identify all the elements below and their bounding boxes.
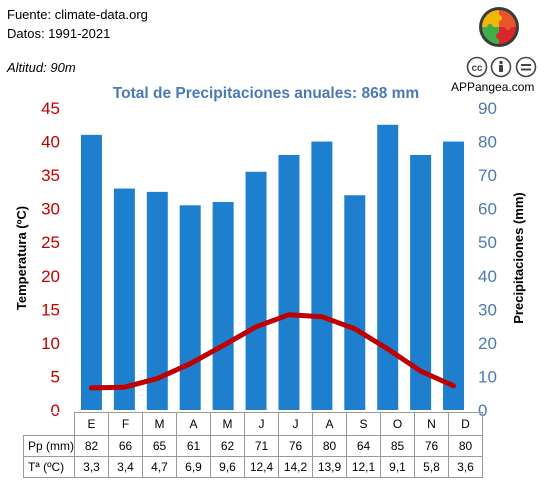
month-label: D (448, 412, 483, 436)
left-tick-label: 0 (51, 401, 60, 420)
right-tick-label: 10 (478, 367, 497, 386)
equals-icon (515, 56, 537, 78)
precipitation-bar-7 (278, 154, 300, 410)
month-label: J (244, 412, 279, 436)
left-axis-label: Temperatura (ºC) (14, 206, 29, 310)
month-label: M (142, 412, 177, 436)
precipitation-value: 71 (244, 435, 279, 457)
precipitation-bars (80, 124, 465, 411)
month-label: N (414, 412, 449, 436)
month-label: A (176, 412, 211, 436)
brand-text: APPangea.com (451, 80, 535, 94)
table-corner (23, 412, 75, 436)
precipitation-value: 66 (108, 435, 143, 457)
temperature-value: 3,3 (74, 456, 109, 478)
temperature-row: Tª (ºC) 3,3 3,4 4,7 6,9 9,6 12,4 14,2 13,9 12,1 9… (23, 456, 483, 478)
temperature-value: 13,9 (312, 456, 347, 478)
precipitation-value: 64 (346, 435, 381, 457)
right-tick-label: 0 (478, 401, 487, 420)
puzzle-logo-icon (479, 7, 519, 47)
precipitation-bar-5 (212, 201, 234, 410)
right-tick-label: 90 (478, 99, 497, 118)
precipitation-bar-12 (443, 141, 465, 411)
temperature-value: 9,1 (380, 456, 415, 478)
precipitation-bar-8 (311, 141, 333, 411)
left-tick-label: 30 (41, 200, 60, 219)
right-axis-label: Precipitaciones (mm) (511, 192, 526, 324)
precipitation-value: 80 (312, 435, 347, 457)
precipitation-bar-3 (146, 191, 168, 410)
precipitation-bar-4 (179, 205, 201, 410)
precipitation-value: 65 (142, 435, 177, 457)
precipitation-value: 85 (380, 435, 415, 457)
temperature-row-label: Tª (ºC) (23, 456, 75, 478)
precipitation-value: 61 (176, 435, 211, 457)
precipitation-row: Pp (mm) 82 66 65 61 62 71 76 80 64 85 76 80 (23, 435, 483, 457)
left-tick-label: 10 (41, 334, 60, 353)
left-tick-label: 35 (41, 166, 60, 185)
precipitation-row-label: Pp (mm) (23, 435, 75, 457)
temperature-value: 3,6 (448, 456, 483, 478)
right-tick-label: 40 (478, 267, 497, 286)
right-tick-label: 80 (478, 133, 497, 152)
attribution-icon (490, 56, 512, 78)
month-label: O (380, 412, 415, 436)
license-badges: cc (466, 56, 537, 78)
temperature-value: 6,9 (176, 456, 211, 478)
month-label: S (346, 412, 381, 436)
left-tick-label: 45 (41, 99, 60, 118)
month-label: M (210, 412, 245, 436)
right-tick-label: 60 (478, 200, 497, 219)
altitude-text: Altitud: 90m (7, 60, 76, 75)
left-tick-label: 40 (41, 133, 60, 152)
precipitation-bar-11 (410, 154, 432, 410)
left-tick-label: 15 (41, 300, 60, 319)
month-label: F (108, 412, 143, 436)
temperature-value: 9,6 (210, 456, 245, 478)
precipitation-value: 82 (74, 435, 109, 457)
precipitation-bar-2 (113, 188, 135, 410)
month-label: E (74, 412, 109, 436)
chart-title: Total de Precipitaciones anuales: 868 mm (113, 85, 419, 102)
left-tick-label: 25 (41, 233, 60, 252)
creative-commons-icon: cc (466, 56, 488, 78)
precipitation-value: 62 (210, 435, 245, 457)
right-tick-label: 70 (478, 166, 497, 185)
svg-text:cc: cc (471, 63, 483, 74)
precipitation-value: 76 (414, 435, 449, 457)
precipitation-bar-9 (344, 195, 366, 410)
right-tick-label: 30 (478, 300, 497, 319)
left-tick-label: 5 (51, 367, 60, 386)
temperature-value: 12,4 (244, 456, 279, 478)
precipitation-bar-6 (245, 171, 267, 410)
right-tick-label: 20 (478, 334, 497, 353)
left-axis-ticks: 0 5 10 15 20 25 30 35 40 45 (41, 99, 60, 420)
temperature-line (88, 312, 457, 391)
temperature-value: 4,7 (142, 456, 177, 478)
precipitation-bar-10 (377, 124, 399, 411)
period-text: Datos: 1991-2021 (7, 26, 111, 41)
temperature-value: 3,4 (108, 456, 143, 478)
source-text: Fuente: climate-data.org (7, 7, 148, 22)
right-axis-ticks: 0 10 20 30 40 50 60 70 80 90 (478, 99, 497, 420)
right-tick-label: 50 (478, 233, 497, 252)
precipitation-value: 76 (278, 435, 313, 457)
month-label: J (278, 412, 313, 436)
month-label: A (312, 412, 347, 436)
temperature-value: 14,2 (278, 456, 313, 478)
temperature-value: 12,1 (346, 456, 381, 478)
temperature-value: 5,8 (414, 456, 449, 478)
precipitation-bar-1 (80, 134, 102, 410)
left-tick-label: 20 (41, 267, 60, 286)
precipitation-value: 80 (448, 435, 483, 457)
